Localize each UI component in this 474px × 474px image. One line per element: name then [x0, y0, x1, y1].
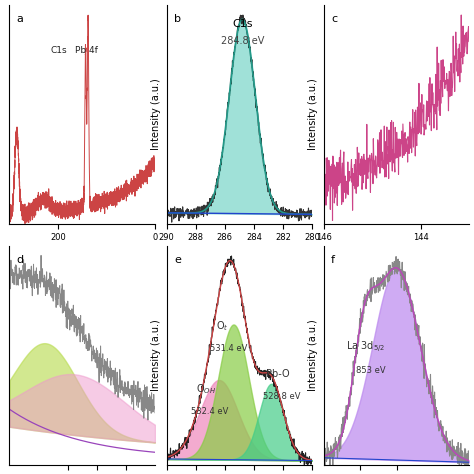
Y-axis label: Intensity (a.u.): Intensity (a.u.)	[308, 319, 318, 391]
Text: C1s: C1s	[232, 18, 253, 28]
Text: C1s: C1s	[50, 46, 67, 55]
Text: 853 eV: 853 eV	[356, 365, 385, 374]
Text: e: e	[174, 255, 181, 265]
Text: O$_t$: O$_t$	[216, 319, 229, 333]
Y-axis label: Intensity (a.u.): Intensity (a.u.)	[151, 78, 161, 150]
Text: 532.4 eV: 532.4 eV	[191, 407, 229, 416]
Text: f: f	[331, 255, 335, 265]
Y-axis label: Intensity (a.u.): Intensity (a.u.)	[308, 78, 318, 150]
Text: b: b	[174, 14, 181, 24]
Text: c: c	[331, 14, 337, 24]
X-axis label: Binding Energy(eV): Binding Energy(eV)	[192, 248, 287, 258]
Text: La 3d$_{5/2}$: La 3d$_{5/2}$	[346, 340, 384, 356]
Y-axis label: Intensity (a.u.): Intensity (a.u.)	[151, 319, 161, 391]
Text: 284.8 eV: 284.8 eV	[220, 36, 264, 46]
Text: O$_{OH}$: O$_{OH}$	[196, 382, 216, 396]
Text: Pb 4f: Pb 4f	[75, 46, 98, 55]
Text: a: a	[17, 14, 24, 24]
Text: 531.4 eV: 531.4 eV	[210, 344, 247, 353]
Text: Pb-O: Pb-O	[265, 369, 289, 379]
Text: 528.8 eV: 528.8 eV	[263, 392, 300, 401]
Text: d: d	[17, 255, 24, 265]
